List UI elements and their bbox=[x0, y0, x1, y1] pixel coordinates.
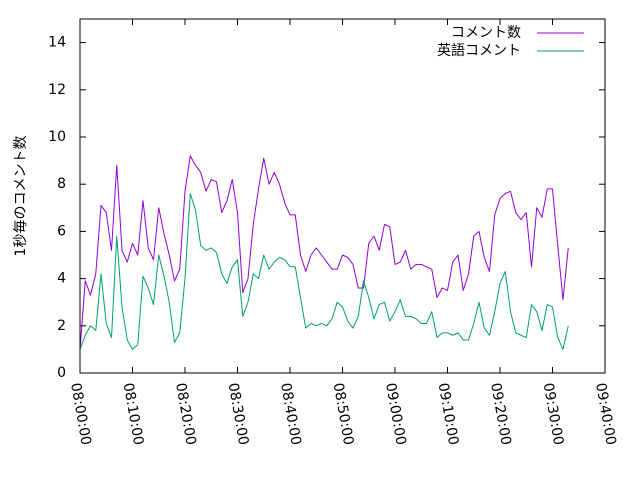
y-tick-label: 14 bbox=[48, 35, 66, 51]
series-line-english bbox=[79, 193, 569, 350]
y-tick-label: 8 bbox=[57, 176, 66, 192]
x-tick-label: 09:40:00 bbox=[592, 382, 619, 447]
x-tick-label: 08:00:00 bbox=[67, 382, 94, 447]
legend-label-english: 英語コメント bbox=[437, 42, 521, 59]
y-tick-label: 10 bbox=[48, 129, 66, 145]
x-tick-label: 09:20:00 bbox=[487, 382, 514, 447]
x-tick-label: 08:30:00 bbox=[225, 382, 252, 447]
tick-marks bbox=[79, 19, 606, 374]
series-line-comments bbox=[79, 155, 569, 350]
legend: コメント数 英語コメント bbox=[437, 25, 584, 59]
y-tick-labels: 0 2 4 6 8 10 12 14 bbox=[48, 35, 66, 381]
x-tick-label: 09:30:00 bbox=[540, 382, 567, 447]
plot-frame bbox=[79, 18, 606, 374]
y-tick-label: 12 bbox=[48, 82, 66, 98]
y-axis-label: 1秒毎のコメント数 bbox=[13, 136, 29, 257]
y-tick-label: 4 bbox=[57, 271, 66, 287]
y-tick-label: 2 bbox=[57, 318, 66, 334]
x-tick-label: 08:40:00 bbox=[277, 382, 304, 447]
x-tick-label: 08:10:00 bbox=[120, 382, 147, 447]
x-tick-label: 08:20:00 bbox=[172, 382, 199, 447]
x-tick-label: 09:00:00 bbox=[382, 382, 409, 447]
x-tick-labels: 08:00:00 08:10:00 08:20:00 08:30:00 08:40:00… bbox=[67, 382, 619, 447]
x-tick-label: 09:10:00 bbox=[435, 382, 462, 447]
y-tick-label: 6 bbox=[57, 223, 66, 239]
series-layer bbox=[79, 155, 569, 350]
legend-label-comments: コメント数 bbox=[451, 25, 521, 41]
y-tick-label: 0 bbox=[57, 365, 66, 381]
x-tick-label: 08:50:00 bbox=[330, 382, 357, 447]
